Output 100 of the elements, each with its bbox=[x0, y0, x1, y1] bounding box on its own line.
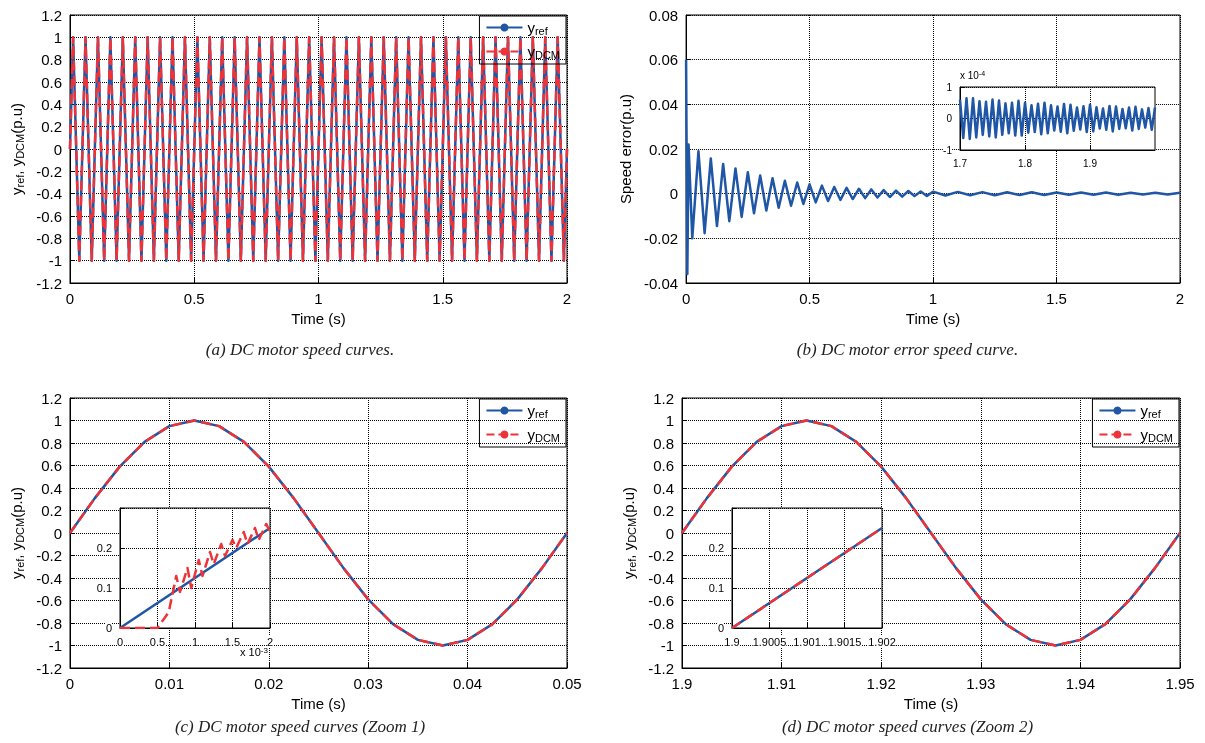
y-tick-label: 0 bbox=[53, 524, 62, 542]
y-tick-label: 1 bbox=[53, 412, 62, 429]
x-tick-label: 0.04 bbox=[453, 675, 483, 692]
y-axis-title: Speed error(p.u) bbox=[617, 93, 634, 205]
x-tick-label: 2 bbox=[1175, 290, 1185, 307]
y-tick-label: -1 bbox=[943, 144, 953, 156]
y-tick-label: 0.8 bbox=[41, 51, 62, 69]
y-tick-label: 0.6 bbox=[41, 457, 62, 474]
y-tick-label: 0.8 bbox=[41, 434, 62, 452]
x-axis-title: Time (s) bbox=[903, 694, 959, 712]
y-tick-label: 0.4 bbox=[41, 95, 62, 113]
x-tick-label: 1 bbox=[314, 290, 323, 307]
y-tick-label: 1.2 bbox=[41, 6, 62, 24]
x-tick-label: 0.5 bbox=[183, 290, 205, 307]
y-tick-label: 0.04 bbox=[648, 95, 679, 113]
text: (c) DC motor speed curves (Zoom 1) bbox=[174, 717, 426, 736]
y-tick-label: 1 bbox=[53, 28, 62, 46]
x-tick-label: 1.8 bbox=[1018, 157, 1033, 169]
x-tick-label: 2 bbox=[266, 635, 274, 648]
legend-label: yDCM bbox=[527, 426, 561, 444]
x-tick-label: 1 bbox=[928, 290, 938, 307]
x-tick-label: 1 bbox=[191, 635, 199, 648]
y-tick-label: -0.4 bbox=[648, 569, 674, 587]
x-tick-label: 2 bbox=[562, 290, 572, 307]
x-tick-label: 1.9005 bbox=[752, 635, 787, 648]
y-tick-label: 0 bbox=[946, 113, 953, 124]
x-tick-label: 1.9015 bbox=[827, 635, 862, 648]
y-tick-label: -0.8 bbox=[36, 614, 62, 632]
y-tick-label: -0.8 bbox=[648, 614, 674, 632]
y-tick-label: 0.2 bbox=[653, 502, 674, 519]
y-tick-label: 0.8 bbox=[653, 434, 674, 452]
x-tick-label: 0.05 bbox=[552, 675, 582, 692]
y-tick-label: 1.2 bbox=[41, 389, 62, 407]
x-axis-title: Time (s) bbox=[291, 309, 346, 327]
y-tick-label: 1.2 bbox=[653, 389, 674, 407]
y-tick-label: -1.2 bbox=[36, 274, 62, 292]
y-tick-label: -1 bbox=[660, 637, 674, 654]
y-tick-label: 0.2 bbox=[708, 542, 724, 554]
y-tick-label: 0 bbox=[53, 140, 62, 158]
x-tick-label: 0 bbox=[116, 635, 124, 648]
y-tick-label: -1.2 bbox=[36, 659, 62, 677]
y-tick-label: 0.2 bbox=[41, 118, 62, 136]
y-tick-label: 0.6 bbox=[41, 73, 62, 91]
y-tick-label: -0.2 bbox=[648, 547, 674, 564]
y-tick-label: -1 bbox=[48, 637, 62, 654]
x-tick-label: 0 bbox=[65, 675, 75, 692]
y-tick-label: 0.4 bbox=[41, 479, 62, 497]
legend-label: yDCM bbox=[1140, 426, 1174, 444]
x-tick-label: 0.02 bbox=[254, 675, 284, 692]
y-tick-label: 0 bbox=[717, 622, 724, 634]
y-tick-label: 0.06 bbox=[648, 51, 679, 69]
y-tick-label: 1 bbox=[946, 81, 953, 93]
y-tick-label: -0.2 bbox=[36, 547, 62, 564]
y-tick-label: 1 bbox=[665, 412, 674, 429]
x-tick-label: 1.9 bbox=[724, 635, 740, 648]
x-tick-label: 0.01 bbox=[154, 675, 184, 692]
x-tick-label: 1.95 bbox=[1165, 675, 1195, 692]
y-tick-label: -0.8 bbox=[36, 229, 62, 247]
y-tick-label: -0.02 bbox=[643, 229, 679, 247]
y-tick-label: -0.4 bbox=[36, 185, 62, 203]
text: (b) DC motor error speed curve. bbox=[796, 340, 1019, 359]
y-tick-label: -0.6 bbox=[36, 592, 62, 609]
y-tick-label: 0.2 bbox=[96, 542, 112, 554]
x-tick-label: 1.901 bbox=[793, 635, 821, 648]
y-tick-label: -1 bbox=[48, 252, 62, 270]
x-tick-label: 1.7 bbox=[953, 157, 968, 169]
y-tick-label: -0.6 bbox=[36, 207, 62, 225]
x-tick-label: 1.5 bbox=[432, 290, 454, 307]
x-tick-label: 1.5 bbox=[224, 635, 241, 648]
legend-label: yref bbox=[1140, 402, 1162, 420]
x-axis-title: Time (s) bbox=[905, 309, 961, 327]
y-tick-label: 0.6 bbox=[653, 457, 674, 474]
y-tick-label: 0.1 bbox=[708, 582, 724, 594]
x-tick-label: 1.9 bbox=[671, 675, 693, 692]
y-tick-label: 0.4 bbox=[653, 479, 674, 497]
x-tick-label: 0.5 bbox=[799, 290, 820, 307]
x-tick-label: 0.5 bbox=[149, 635, 166, 648]
x-tick-label: 0.03 bbox=[353, 675, 383, 692]
legend-label: yref bbox=[527, 402, 549, 420]
x-tick-label: 1.9 bbox=[1083, 157, 1098, 169]
legend-label: yref bbox=[527, 19, 549, 37]
y-tick-label: -0.4 bbox=[36, 569, 62, 587]
text: (a) DC motor speed curves. bbox=[205, 340, 395, 359]
x-axis-title: Time (s) bbox=[291, 694, 346, 712]
x-tick-label: 1.5 bbox=[1046, 290, 1067, 307]
y-tick-label: 0.08 bbox=[648, 6, 679, 24]
y-tick-label: 0.02 bbox=[648, 140, 679, 158]
x-tick-label: 1.91 bbox=[767, 675, 797, 692]
y-tick-label: 0 bbox=[665, 524, 674, 542]
x-tick-label: 1.94 bbox=[1065, 675, 1095, 692]
x-tick-label: 0 bbox=[65, 290, 75, 307]
y-tick-label: 0 bbox=[105, 622, 112, 634]
y-tick-label: 0.2 bbox=[41, 502, 62, 519]
y-tick-label: 0.1 bbox=[96, 582, 112, 594]
y-tick-label: 0 bbox=[669, 185, 679, 203]
x-tick-label: 0 bbox=[681, 290, 691, 307]
x-tick-label: 1.93 bbox=[966, 675, 996, 692]
text: (d) DC motor speed curves (Zoom 2) bbox=[781, 717, 1034, 736]
x-tick-label: 1.902 bbox=[868, 635, 896, 648]
x-tick-label: 1.92 bbox=[866, 675, 896, 692]
